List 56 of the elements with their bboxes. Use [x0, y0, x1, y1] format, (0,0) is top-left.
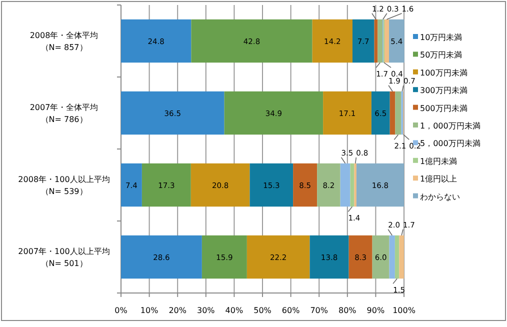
legend-label: 10万円未満: [420, 33, 462, 42]
category-label: 2007年・全体平均（N= 786）: [30, 103, 98, 124]
bar: [323, 91, 372, 135]
legend-label: 1億円未満: [420, 156, 458, 166]
x-tick-label: 60%: [282, 306, 300, 315]
bar: [390, 91, 396, 135]
bar: [191, 19, 312, 63]
x-tick-label: 50%: [254, 306, 272, 315]
category-label: 2008年・100人以上平均（N= 539）: [18, 175, 110, 196]
bar: [394, 235, 400, 279]
x-tick-label: 0%: [114, 306, 128, 315]
bar: [395, 91, 402, 135]
x-tick-label: 30%: [197, 306, 216, 315]
legend-label: 500万円未満: [420, 104, 468, 113]
bar: [348, 235, 372, 279]
bar: [371, 91, 390, 135]
bar: [121, 163, 142, 207]
bar: [202, 235, 247, 279]
bar: [190, 163, 250, 207]
x-tick-label: 20%: [168, 306, 187, 315]
bar: [293, 163, 318, 207]
legend-label: 5，000万円未満: [420, 139, 480, 148]
x-tick-label: 90%: [366, 306, 385, 315]
bar: [399, 235, 404, 279]
legend-label: 300万円未満: [420, 86, 468, 96]
bar: [340, 163, 350, 207]
bar: [356, 163, 404, 207]
bar: [350, 163, 354, 207]
bar: [121, 19, 192, 63]
legend-label: 1億円以上: [420, 174, 458, 184]
bar: [246, 235, 310, 279]
bar: [317, 163, 340, 207]
x-tick-label: 100%: [392, 306, 416, 315]
bar: [224, 91, 324, 135]
bar: [121, 91, 224, 135]
bar: [372, 235, 390, 279]
bar: [121, 235, 202, 279]
x-tick-label: 40%: [225, 306, 244, 315]
bar: [378, 19, 382, 63]
legend-label: 50万円未満: [420, 50, 462, 60]
bar: [389, 19, 404, 63]
x-tick-label: 70%: [310, 306, 328, 315]
bar: [250, 163, 294, 207]
bar: [310, 235, 349, 279]
bar: [312, 19, 352, 63]
category-label: 2007年・100人以上平均（N= 501）: [18, 247, 110, 268]
bar: [142, 163, 191, 207]
legend-label: 100万円未満: [420, 68, 468, 78]
x-tick-label: 80%: [338, 306, 357, 315]
bar: [352, 19, 374, 63]
bar: [384, 19, 389, 63]
category-label: 2008年・全体平均（N= 857）: [30, 31, 98, 52]
bar: [389, 235, 395, 279]
legend-label: わからない: [420, 192, 460, 202]
x-tick-label: 10%: [140, 306, 159, 315]
legend-label: 1，000万円未満: [420, 122, 480, 130]
